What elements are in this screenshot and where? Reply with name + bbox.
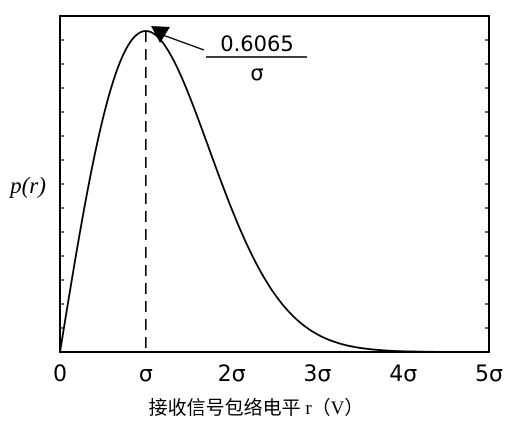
plot-frame (59, 15, 490, 353)
peak-label-denominator: σ (250, 61, 263, 85)
x-tick-label: 5σ (475, 362, 503, 387)
x-tick-labels: 0 σ 2σ 3σ 4σ 5σ (53, 362, 503, 387)
x-axis-label: 接收信号包络电平 r（V） (149, 397, 364, 419)
x-tick-label: 3σ (303, 362, 331, 387)
peak-arrow-line (159, 33, 205, 51)
x-tick-label: 0 (53, 362, 67, 387)
x-tick-label: 2σ (218, 362, 246, 387)
tick-marks (60, 39, 489, 329)
series-layer (59, 30, 489, 353)
series-line (59, 30, 489, 353)
x-tick-label: σ (139, 362, 153, 387)
peak-label-numerator: 0.6065 (220, 32, 293, 56)
x-tick-label: 4σ (389, 362, 417, 387)
y-axis-label: p(r) (8, 173, 46, 198)
peak-arrow-head (151, 26, 170, 43)
